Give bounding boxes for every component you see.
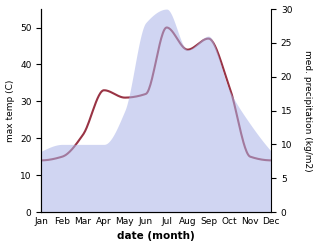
X-axis label: date (month): date (month) bbox=[117, 231, 195, 242]
Y-axis label: max temp (C): max temp (C) bbox=[5, 79, 15, 142]
Y-axis label: med. precipitation (kg/m2): med. precipitation (kg/m2) bbox=[303, 50, 313, 171]
